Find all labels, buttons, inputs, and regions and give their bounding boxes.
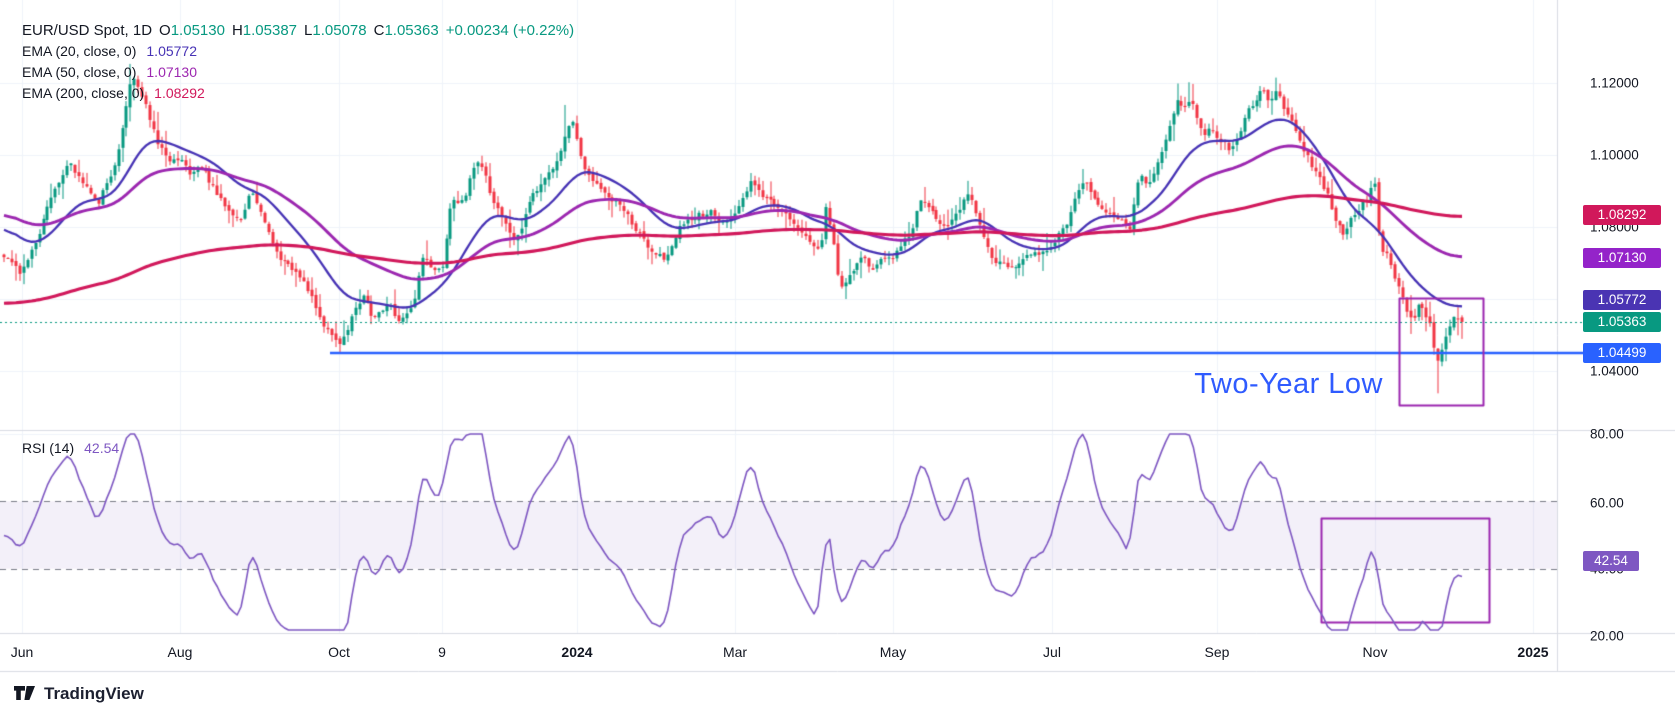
- tradingview-logo-icon: [14, 686, 35, 700]
- change-value: +0.00234 (+0.22%): [445, 22, 575, 39]
- price-axis-badge: 1.05363: [1583, 312, 1661, 332]
- time-axis-label: Mar: [722, 644, 748, 660]
- tradingview-brand-link[interactable]: TradingView: [14, 683, 144, 704]
- price-axis-label: 1.04000: [1590, 363, 1639, 379]
- ema200-label[interactable]: EMA (200, close, 0): [22, 85, 145, 101]
- high-value: 1.05387: [242, 22, 298, 39]
- open-value: 1.05130: [170, 22, 225, 39]
- rsi-value: 42.54: [84, 440, 120, 456]
- time-axis-label: Oct: [328, 644, 350, 660]
- low-label: L: [304, 22, 313, 39]
- ema20-value: 1.05772: [146, 43, 197, 59]
- close-value: 1.05363: [384, 22, 439, 39]
- rsi-axis-badge: 42.54: [1583, 551, 1639, 571]
- time-axis-label: Jun: [10, 644, 34, 660]
- brand-name: TradingView: [44, 683, 144, 703]
- rsi-axis-label: 60.00: [1590, 495, 1624, 511]
- open-label: O: [159, 22, 171, 39]
- price-axis-badge: 1.04499: [1583, 343, 1661, 363]
- high-label: H: [231, 22, 243, 39]
- ema50-label[interactable]: EMA (50, close, 0): [22, 64, 137, 80]
- rsi-legend-row[interactable]: RSI (14) 42.54: [22, 440, 119, 458]
- symbol-title[interactable]: EUR/USD Spot, 1D: [22, 22, 153, 39]
- low-value: 1.05078: [312, 22, 367, 39]
- symbol-legend-row[interactable]: EUR/USD Spot, 1D O1.05130 H1.05387 L1.05078…: [22, 22, 574, 40]
- rsi-label[interactable]: RSI (14): [22, 440, 75, 456]
- ema20-label[interactable]: EMA (20, close, 0): [22, 43, 137, 59]
- time-axis-label: Jul: [1043, 644, 1061, 660]
- rsi-axis-label: 20.00: [1590, 628, 1624, 644]
- time-axis-label: 2025: [1517, 644, 1549, 660]
- price-axis-label: 1.12000: [1590, 75, 1639, 91]
- time-axis-label: Sep: [1204, 644, 1230, 660]
- ema200-value: 1.08292: [154, 85, 205, 101]
- two-year-low-annotation[interactable]: Two-Year Low: [1194, 368, 1383, 400]
- time-axis-label: 2024: [561, 644, 593, 660]
- ema200-legend-row[interactable]: EMA (200, close, 0) 1.08292: [22, 85, 205, 103]
- price-axis-label: 1.10000: [1590, 147, 1639, 163]
- price-axis-badge: 1.05772: [1583, 290, 1661, 310]
- time-axis-label: Aug: [167, 644, 193, 660]
- price-axis-badge: 1.08292: [1583, 205, 1661, 225]
- ema20-legend-row[interactable]: EMA (20, close, 0) 1.05772: [22, 43, 197, 61]
- ema50-value: 1.07130: [146, 64, 197, 80]
- time-axis-label: Nov: [1362, 644, 1388, 660]
- time-axis-label: May: [879, 644, 907, 660]
- price-axis-badge: 1.07130: [1583, 248, 1661, 268]
- time-axis-label: 9: [438, 644, 446, 660]
- close-label: C: [373, 22, 385, 39]
- ema50-legend-row[interactable]: EMA (50, close, 0) 1.07130: [22, 64, 197, 82]
- rsi-axis-label: 80.00: [1590, 426, 1624, 442]
